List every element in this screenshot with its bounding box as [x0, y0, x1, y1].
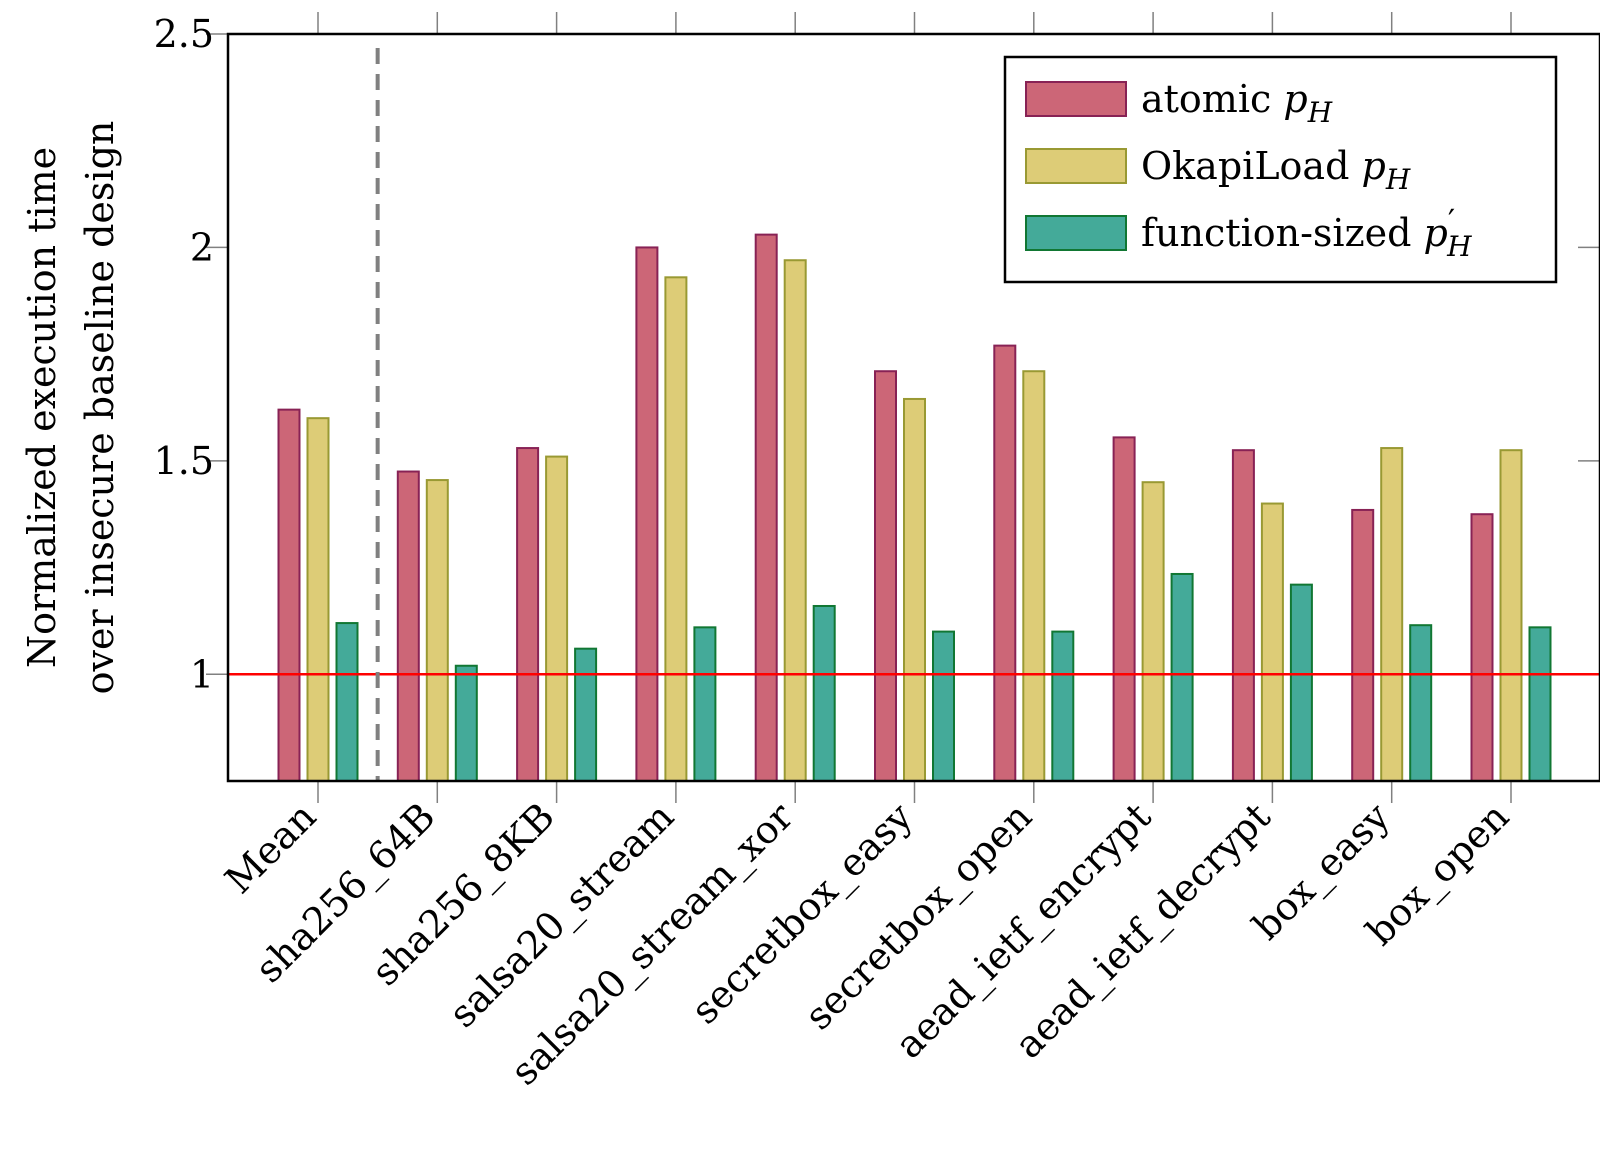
- bar-sha256-8kb-series-2: [574, 647, 598, 782]
- bar-sha256-64b-series-1: [425, 479, 449, 782]
- bar-salsa20-stream-xor-series-1: [783, 259, 807, 782]
- x-tick-labels: Meansha256_64Bsha256_8KBsalsa20_streamsa…: [217, 794, 1519, 1095]
- y-axis-label-line: Normalized execution time: [20, 147, 64, 668]
- bar-aead-ietf-decrypt-series-0: [1231, 449, 1255, 782]
- plot-frame: [226, 32, 1600, 783]
- bar-aead-ietf-decrypt-series-1: [1260, 502, 1284, 782]
- bar-secretbox-open-series-2: [1051, 630, 1075, 782]
- bar-aead-ietf-encrypt-series-0: [1112, 436, 1136, 782]
- bar-box-open-series-0: [1470, 513, 1494, 782]
- legend-swatch: [1025, 148, 1127, 184]
- legend-swatch: [1025, 215, 1127, 251]
- y-tick-label: 2: [190, 225, 214, 269]
- y-axis-label: Normalized execution time over insecure b…: [20, 121, 122, 695]
- bar-salsa20-stream-series-1: [664, 276, 688, 782]
- bar-secretbox-easy-series-1: [903, 397, 926, 782]
- x-tick-label: secretbox_open: [796, 794, 1041, 1039]
- bar-sha256-64b-series-0: [396, 470, 420, 782]
- bar-aead-ietf-decrypt-series-2: [1289, 583, 1313, 782]
- bar-aead-ietf-encrypt-series-1: [1141, 481, 1165, 782]
- y-tick-label: 2.5: [154, 12, 214, 56]
- bar-secretbox-open-series-0: [993, 344, 1017, 782]
- legend-entry: function-sized p′ H: [1141, 202, 1472, 263]
- bar-secretbox-easy-series-0: [874, 370, 897, 782]
- bar-aead-ietf-encrypt-series-2: [1170, 572, 1194, 783]
- y-axis-label-line: over insecure baseline design: [78, 121, 122, 695]
- x-tick-label: Mean: [217, 794, 325, 902]
- x-tick-label: salsa20_stream: [440, 794, 682, 1036]
- bar-box-easy-series-0: [1351, 508, 1375, 782]
- bar-box-open-series-1: [1499, 449, 1523, 782]
- bar-mean-series-1: [306, 417, 330, 782]
- bar-secretbox-open-series-1: [1022, 370, 1046, 782]
- bar-sha256-8kb-series-0: [516, 447, 540, 782]
- y-tick-label: 1.5: [154, 439, 214, 483]
- y-tick-label: 1: [190, 652, 214, 696]
- bar-mean-series-0: [277, 408, 301, 782]
- bar-secretbox-easy-series-2: [932, 630, 955, 782]
- bar-box-easy-series-1: [1380, 447, 1404, 782]
- bar-salsa20-stream-xor-series-0: [754, 233, 778, 782]
- legend-entry: OkapiLoad pH: [1141, 144, 1411, 196]
- bar-sha256-8kb-series-1: [545, 455, 569, 782]
- legend-swatch: [1025, 81, 1127, 117]
- x-tick-label: secretbox_easy: [683, 794, 922, 1033]
- y-tick-labels: 1 1.5 2 2.5: [154, 12, 214, 696]
- axis-ticks: [206, 12, 1600, 803]
- bar-box-open-series-2: [1528, 626, 1552, 782]
- bar-salsa20-stream-series-2: [693, 626, 717, 782]
- legend-entry: atomic pH: [1141, 77, 1333, 129]
- bar-sha256-64b-series-2: [454, 664, 478, 783]
- bar-salsa20-stream-series-0: [635, 246, 659, 782]
- bar-mean-series-2: [335, 622, 359, 783]
- bar-box-easy-series-2: [1409, 624, 1433, 782]
- legend: atomic pH OkapiLoad pH function-sized p′ H: [1003, 55, 1558, 284]
- bar-salsa20-stream-xor-series-2: [812, 604, 836, 783]
- bars: [277, 233, 1552, 783]
